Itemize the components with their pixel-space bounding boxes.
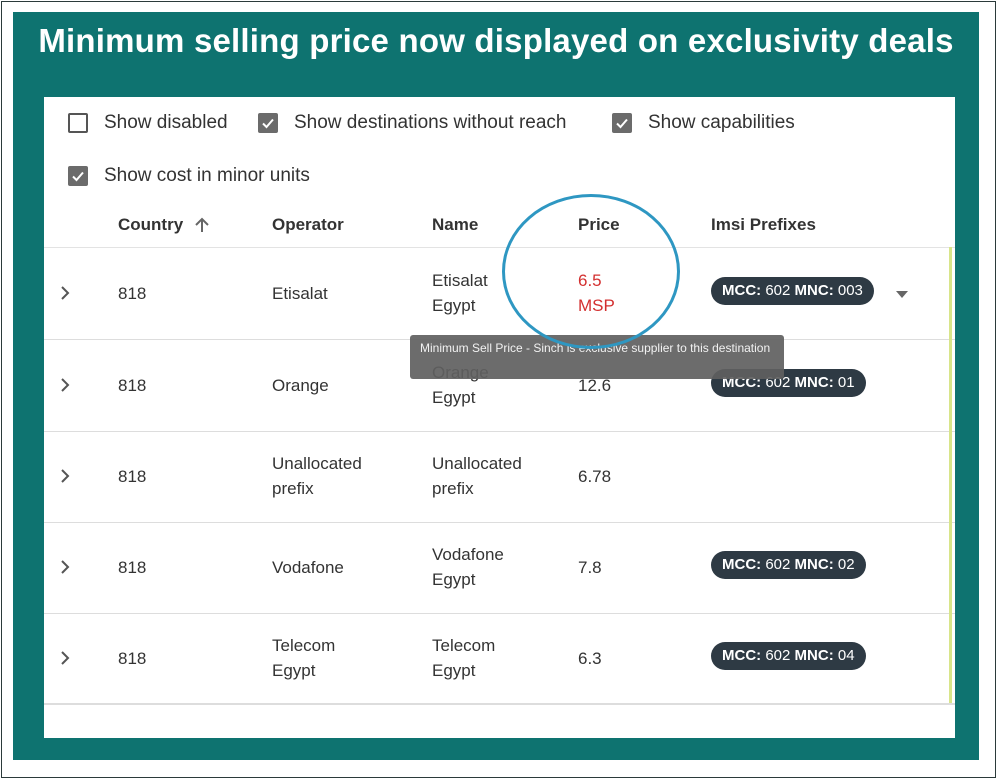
imsi-prefix-chip: MCC: 602 MNC: 04 [711,642,866,670]
option-show-disabled[interactable]: Show disabled [68,112,228,134]
cell-country: 818 [118,558,147,577]
caret-down-icon[interactable] [896,291,908,299]
imsi-prefix-chip: MCC: 602 MNC: 003 [711,277,874,305]
column-header-operator[interactable]: Operator [272,215,344,234]
cell-price: 7.8 [578,558,602,577]
cell-country: 818 [118,284,147,303]
cell-name: Telecom Egypt [432,636,496,680]
chevron-right-icon[interactable] [58,560,72,574]
option-show-capabilities[interactable]: Show capabilities [612,112,795,134]
table-bottom-divider [44,703,955,704]
cell-operator: Vodafone [272,558,344,577]
slide-headline: Minimum selling price now displayed on e… [38,22,954,59]
option-label: Show disabled [104,112,228,133]
table-row[interactable]: 818 Unallocated prefix Unallocated prefix … [44,431,955,523]
msp-tooltip: Minimum Sell Price - Sinch is exclusive … [410,335,784,379]
row-highlight-bar [949,247,952,703]
cell-name: Vodafone Egypt [432,545,504,589]
cell-name: Etisalat Egypt [432,271,488,315]
column-header-imsi-prefixes[interactable]: Imsi Prefixes [711,215,816,234]
header-divider [44,247,955,248]
cell-operator: Unallocated prefix [272,454,362,498]
cell-price: 12.6 [578,376,612,395]
cell-operator: Telecom Egypt [272,636,336,680]
checkbox-checked-icon[interactable] [68,166,88,186]
chevron-right-icon[interactable] [58,286,72,300]
cell-country: 818 [118,649,147,668]
cell-price: 6.3 [578,649,602,668]
column-header-country[interactable]: Country [118,215,211,235]
table-row[interactable]: 818 Vodafone Vodafone Egypt 7.8 MCC: 602 … [44,522,955,614]
column-header-price[interactable]: Price [578,215,620,234]
destinations-panel: Show disabled Show destinations without … [44,97,955,738]
checkbox-checked-icon[interactable] [258,113,278,133]
chevron-right-icon[interactable] [58,378,72,392]
arrow-up-icon [195,217,209,232]
cell-country: 818 [118,467,147,486]
option-label: Show capabilities [648,112,795,133]
chevron-right-icon[interactable] [58,469,72,483]
checkbox-unchecked-icon[interactable] [68,113,88,133]
table-row[interactable]: 818 Etisalat Etisalat Egypt 6.5 MSP MCC: 6… [44,248,955,340]
column-header-name[interactable]: Name [432,215,479,234]
cell-operator: Etisalat [272,284,328,303]
cell-price-msp: 6.5 MSP [578,271,615,315]
checkbox-checked-icon[interactable] [612,113,632,133]
chevron-right-icon[interactable] [58,651,72,665]
cell-name: Unallocated prefix [432,454,522,498]
option-show-destinations-without-reach[interactable]: Show destinations without reach [258,112,567,134]
cell-country: 818 [118,376,147,395]
table-row[interactable]: 818 Telecom Egypt Telecom Egypt 6.3 MCC: 6… [44,613,955,705]
imsi-prefix-chip: MCC: 602 MNC: 02 [711,551,866,579]
cell-price: 6.78 [578,467,612,486]
option-label: Show destinations without reach [294,112,567,133]
option-label: Show cost in minor units [104,165,310,186]
option-show-cost-minor-units[interactable]: Show cost in minor units [68,165,310,187]
cell-operator: Orange [272,376,329,395]
